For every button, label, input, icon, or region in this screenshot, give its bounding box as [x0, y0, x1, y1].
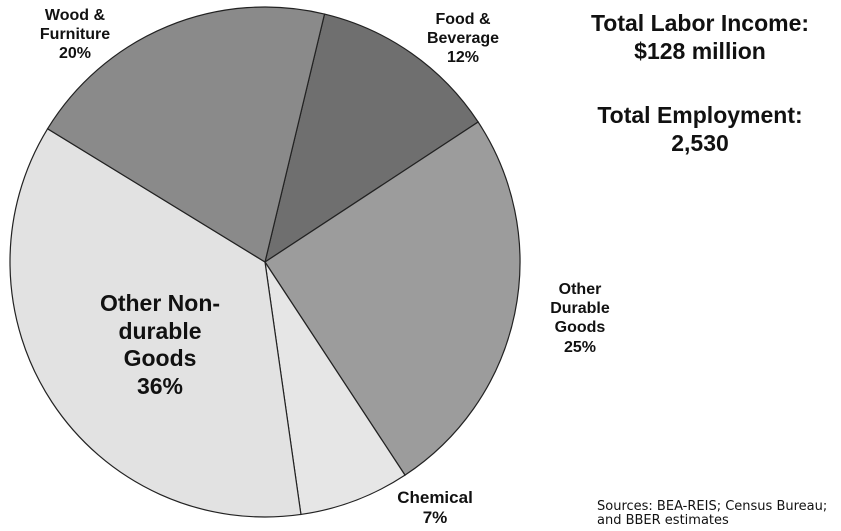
- value-label: 25%: [563, 338, 597, 356]
- annotation: $128 million: [634, 38, 766, 64]
- annotation: 2,530: [671, 130, 729, 156]
- slice-label: Other Durable Goods 25%: [540, 280, 620, 357]
- source-note: Sources: BEA-REIS; Census Bureau; and BB…: [597, 499, 828, 529]
- pie-slice: [264, 121, 521, 476]
- value-label: 12%: [446, 49, 480, 67]
- category-label: Chemical: [397, 488, 473, 507]
- category-label: Wood & Furniture: [39, 7, 111, 44]
- category-label: Food & Beverage: [426, 11, 500, 48]
- value-label: 36%: [136, 372, 184, 399]
- pie-slice: [9, 127, 302, 518]
- value-label: 20%: [58, 45, 92, 63]
- pie-slice: [264, 261, 406, 516]
- slice-label: Chemical 7%: [380, 488, 490, 529]
- value-label: 7%: [422, 508, 448, 528]
- slice-label: Food & Beverage 12%: [418, 10, 508, 68]
- slice-label: Other Non-durable Goods 36%: [85, 290, 235, 400]
- pie-slice: [46, 6, 326, 263]
- category-label: Other Non-durable Goods: [99, 290, 221, 372]
- pie-slice: [264, 13, 479, 264]
- category-label: Other Durable Goods: [550, 281, 610, 337]
- annotation: Total Labor Income:: [590, 10, 810, 36]
- slice-label: Wood & Furniture 20%: [20, 6, 130, 64]
- annotation: Total Employment:: [597, 102, 803, 128]
